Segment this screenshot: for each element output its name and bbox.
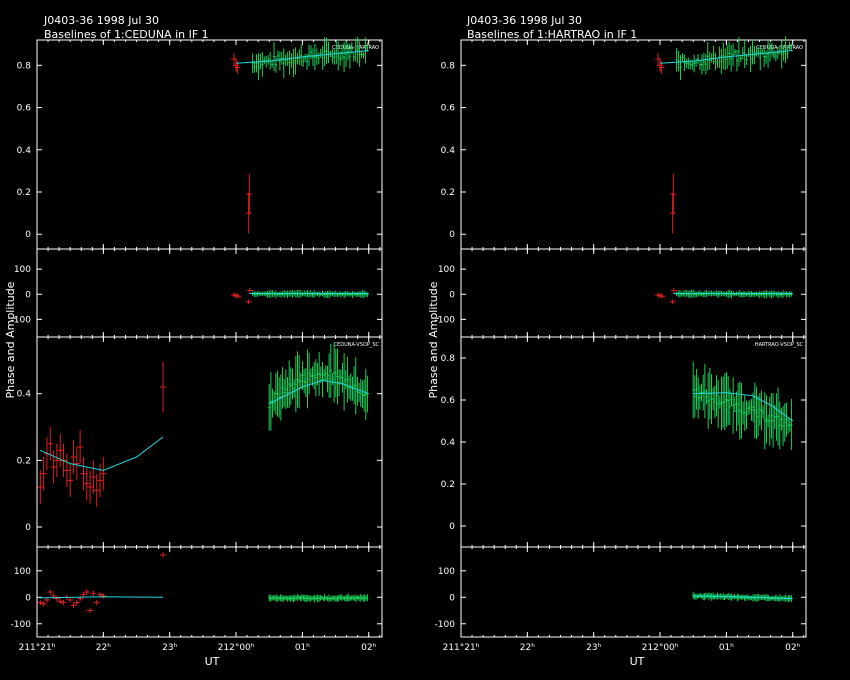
- y-tick-label: 0: [25, 593, 31, 603]
- y-tick-label: 0: [449, 593, 455, 603]
- y-tick-label: 100: [14, 265, 31, 275]
- x-tick-label: 212°00ʰ: [218, 643, 255, 653]
- y-tick-label: 0.6: [441, 104, 456, 114]
- y-tick-label: 0: [25, 290, 31, 300]
- x-tick-label: 211°21ʰ: [443, 643, 480, 653]
- y-tick-label: 100: [438, 567, 455, 577]
- x-tick-label: 01ʰ: [295, 643, 310, 653]
- phase-panel-frame: [36, 546, 383, 638]
- y-tick-label: 0.8: [441, 354, 456, 364]
- phase-panel-frame: [460, 546, 807, 638]
- phase-panel-frame: [36, 248, 383, 338]
- y-tick-label: -100: [11, 620, 32, 630]
- y-tick-label: 0: [449, 230, 455, 240]
- y-tick-label: 100: [14, 567, 31, 577]
- figure-subtitle: Baselines of 1:HARTRAO in IF 1: [467, 28, 637, 41]
- y-tick-label: 0.4: [441, 438, 456, 448]
- baseline-label: HARTRAO-VSOP_SC: [755, 342, 804, 348]
- x-axis-label: UT: [630, 655, 645, 668]
- y-tick-label: 0.8: [17, 61, 32, 71]
- y-tick-label: 0: [25, 230, 31, 240]
- x-tick-label: 211°21ʰ: [19, 643, 56, 653]
- y-tick-label: 0.2: [441, 188, 455, 198]
- y-tick-label: 0.4: [441, 146, 456, 156]
- model-curve: [236, 50, 369, 64]
- x-tick-label: 22ʰ: [96, 643, 111, 653]
- y-tick-label: 0: [25, 523, 31, 533]
- model-curve: [40, 596, 164, 599]
- x-tick-label: 23ʰ: [586, 643, 601, 653]
- figure-title: J0403-36 1998 Jul 30: [43, 14, 159, 27]
- y-tick-label: 0.4: [17, 146, 32, 156]
- amplitude-panel-frame: [460, 336, 807, 548]
- y-tick-label: 0.4: [17, 390, 32, 400]
- amplitude-panel-frame: [460, 39, 807, 250]
- figure-title: J0403-36 1998 Jul 30: [466, 14, 582, 27]
- y-tick-label: 0.2: [441, 480, 455, 490]
- figure-ceduna: J0403-36 1998 Jul 30 Baselines of 1:CEDU…: [4, 14, 383, 668]
- y-tick-label: 0.6: [17, 104, 32, 114]
- x-axis-label: UT: [205, 655, 220, 668]
- y-tick-label: 0.2: [17, 188, 31, 198]
- y-tick-label: -100: [435, 620, 456, 630]
- x-tick-label: 212°00ʰ: [642, 643, 679, 653]
- x-tick-label: 02ʰ: [785, 643, 800, 653]
- x-tick-label: 22ʰ: [520, 643, 535, 653]
- baseline-label: CEDUNA-VSOP_SC: [334, 342, 380, 348]
- model-curve: [40, 436, 164, 471]
- y-tick-label: 0.6: [441, 396, 456, 406]
- y-tick-label: 0.2: [17, 456, 31, 466]
- model-curve: [660, 50, 793, 64]
- x-tick-label: 23ʰ: [162, 643, 177, 653]
- y-tick-label: 100: [438, 265, 455, 275]
- y-tick-label: -100: [11, 315, 32, 325]
- model-curve: [693, 392, 794, 422]
- y-tick-label: 0.8: [441, 61, 456, 71]
- figure-hartrao: J0403-36 1998 Jul 30 Baselines of 1:HART…: [427, 14, 807, 668]
- y-tick-label: 0: [449, 290, 455, 300]
- phase-panel-frame: [460, 248, 807, 338]
- model-curve: [268, 379, 369, 405]
- y-axis-label: Phase and Amplitude: [4, 281, 17, 398]
- x-tick-label: 02ʰ: [361, 643, 376, 653]
- model-curve: [693, 595, 793, 600]
- amplitude-panel-frame: [36, 336, 383, 548]
- y-axis-label: Phase and Amplitude: [427, 281, 440, 398]
- x-tick-label: 01ʰ: [719, 643, 734, 653]
- figure-subtitle: Baselines of 1:CEDUNA in IF 1: [44, 28, 209, 41]
- amplitude-panel-frame: [36, 39, 383, 250]
- y-tick-label: -100: [435, 315, 456, 325]
- y-tick-label: 0: [449, 522, 455, 532]
